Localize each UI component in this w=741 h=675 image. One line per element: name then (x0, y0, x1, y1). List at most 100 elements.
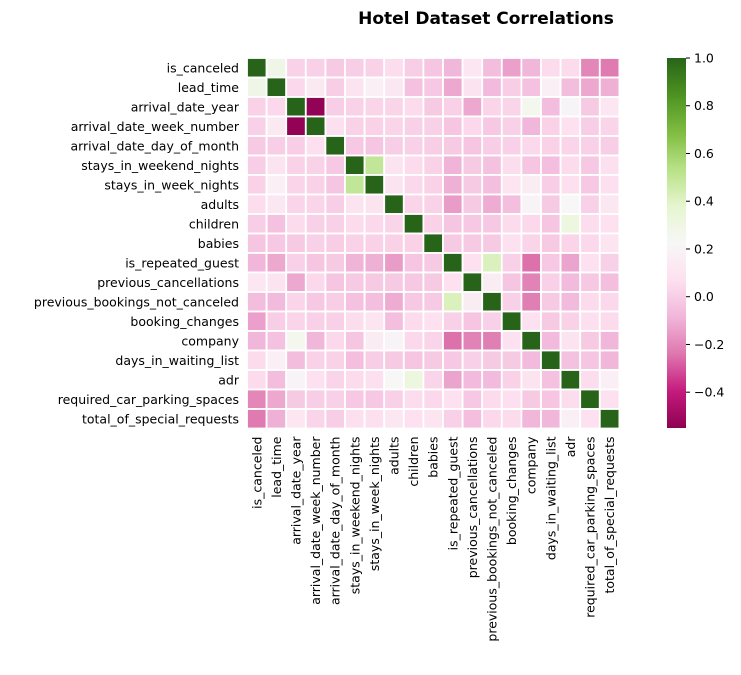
heatmap-cell-arrival_date_year-company (520, 96, 542, 118)
heatmap-cell-children-adr (559, 213, 582, 235)
heatmap-cell-adults-is_canceled (246, 193, 268, 215)
heatmap-cell-previous_bookings_not_canceled-total_of_special_requests (598, 291, 621, 313)
heatmap-cell-previous_bookings_not_canceled-previous_bookings_not_canceled (481, 291, 503, 313)
heatmap-cell-babies-babies (422, 232, 444, 254)
heatmap-cell-company-previous_cancellations (461, 330, 484, 352)
column-label-stays_in_weekend_nights: stays_in_weekend_nights (347, 437, 362, 595)
row-label-is_repeated_guest: is_repeated_guest (125, 255, 239, 270)
heatmap-cell-stays_in_week_nights-adr (559, 174, 582, 196)
heatmap-cell-is_canceled-arrival_date_year (285, 57, 307, 79)
heatmap-cell-is_repeated_guest-children (402, 252, 425, 274)
heatmap-cell-arrival_date_week_number-stays_in_week_nights (363, 115, 386, 137)
row-label-children: children (189, 216, 239, 231)
heatmap-cell-adults-stays_in_weekend_nights (344, 193, 366, 215)
heatmap-cell-is_repeated_guest-stays_in_week_nights (363, 252, 386, 274)
heatmap-cell-arrival_date_week_number-lead_time (265, 115, 288, 137)
heatmap-cell-is_repeated_guest-booking_changes (500, 252, 523, 274)
heatmap-cell-adr-stays_in_weekend_nights (344, 369, 366, 391)
heatmap-cell-arrival_date_day_of_month-total_of_special_requests (598, 135, 621, 157)
heatmap-cell-total_of_special_requests-adults (383, 408, 405, 430)
heatmap-cell-is_repeated_guest-adults (383, 252, 405, 274)
heatmap-cell-stays_in_week_nights-is_repeated_guest (442, 174, 464, 196)
heatmap-cell-stays_in_weekend_nights-required_car_parking_spaces (579, 154, 601, 176)
heatmap-cell-days_in_waiting_list-is_canceled (246, 349, 268, 371)
heatmap-cell-booking_changes-arrival_date_day_of_month (324, 310, 346, 332)
heatmap-cell-stays_in_weekend_nights-company (520, 154, 542, 176)
heatmap-cell-stays_in_weekend_nights-total_of_special_requests (598, 154, 621, 176)
column-label-is_repeated_guest: is_repeated_guest (445, 436, 460, 550)
heatmap-cell-company-adr (559, 330, 582, 352)
heatmap-cell-is_repeated_guest-arrival_date_day_of_month (324, 252, 346, 274)
heatmap-cell-lead_time-previous_cancellations (461, 76, 484, 98)
heatmap-cell-arrival_date_week_number-adr (559, 115, 582, 137)
heatmap-cell-lead_time-stays_in_week_nights (363, 76, 386, 98)
colorbar-tick-label: 0.2 (694, 241, 714, 256)
heatmap-cell-required_car_parking_spaces-is_canceled (246, 388, 268, 410)
heatmap-cell-babies-is_repeated_guest (442, 232, 464, 254)
heatmap-cell-arrival_date_day_of_month-arrival_date_year (285, 135, 307, 157)
row-label-adults: adults (201, 197, 239, 212)
heatmap-cell-days_in_waiting_list-children (402, 349, 425, 371)
heatmap-cell-company-days_in_waiting_list (540, 330, 562, 352)
heatmap-cell-adults-company (520, 193, 542, 215)
heatmap-cell-previous_cancellations-previous_cancellations (461, 271, 484, 293)
heatmap-cell-is_repeated_guest-company (520, 252, 542, 274)
heatmap-cell-stays_in_weekend_nights-is_repeated_guest (442, 154, 464, 176)
heatmap-cell-required_car_parking_spaces-required_car_parking_spaces (579, 388, 601, 410)
heatmap-cell-babies-company (520, 232, 542, 254)
heatmap-cell-days_in_waiting_list-arrival_date_year (285, 349, 307, 371)
heatmap-cell-required_car_parking_spaces-lead_time (265, 388, 288, 410)
heatmap-cell-lead_time-required_car_parking_spaces (579, 76, 601, 98)
heatmap-cell-adr-is_canceled (246, 369, 268, 391)
heatmap-cell-previous_cancellations-arrival_date_day_of_month (324, 271, 346, 293)
heatmap-cell-is_repeated_guest-is_repeated_guest (442, 252, 464, 274)
heatmap-cell-stays_in_week_nights-total_of_special_requests (598, 174, 621, 196)
heatmap-cell-arrival_date_day_of_month-booking_changes (500, 135, 523, 157)
heatmap-cell-adults-previous_bookings_not_canceled (481, 193, 503, 215)
heatmap-cell-days_in_waiting_list-stays_in_week_nights (363, 349, 386, 371)
heatmap-cell-stays_in_weekend_nights-adults (383, 154, 405, 176)
heatmap-cell-booking_changes-arrival_date_week_number (304, 310, 327, 332)
heatmap-cell-required_car_parking_spaces-is_repeated_guest (442, 388, 464, 410)
heatmap-cell-days_in_waiting_list-lead_time (265, 349, 288, 371)
colorbar: −0.4 −0.2 0.0 0.2 0.4 0.6 0.8 1.0 (667, 51, 724, 428)
heatmap-cell-previous_cancellations-arrival_date_week_number (304, 271, 327, 293)
heatmap-cell-stays_in_week_nights-stays_in_weekend_nights (344, 174, 366, 196)
heatmap-cell-adr-babies (422, 369, 444, 391)
heatmap-cell-total_of_special_requests-lead_time (265, 408, 288, 430)
heatmap-cell-required_car_parking_spaces-adults (383, 388, 405, 410)
heatmap-cell-adr-booking_changes (500, 369, 523, 391)
heatmap-cell-babies-lead_time (265, 232, 288, 254)
heatmap-cell-company-stays_in_week_nights (363, 330, 386, 352)
row-label-arrival_date_year: arrival_date_year (131, 99, 240, 114)
heatmap-cell-is_canceled-stays_in_week_nights (363, 57, 386, 79)
row-label-booking_changes: booking_changes (130, 314, 239, 329)
heatmap-cell-booking_changes-required_car_parking_spaces (579, 310, 601, 332)
heatmap-cell-arrival_date_day_of_month-adr (559, 135, 582, 157)
heatmap-cell-is_canceled-previous_bookings_not_canceled (481, 57, 503, 79)
colorbar-tick-label: 0.0 (694, 289, 714, 304)
heatmap-cell-babies-stays_in_week_nights (363, 232, 386, 254)
heatmap-cell-arrival_date_week_number-days_in_waiting_list (540, 115, 562, 137)
heatmap-cell-arrival_date_week_number-company (520, 115, 542, 137)
heatmap-cell-stays_in_week_nights-adults (383, 174, 405, 196)
heatmap-cell-previous_bookings_not_canceled-booking_changes (500, 291, 523, 313)
row-label-arrival_date_week_number: arrival_date_week_number (71, 119, 240, 134)
heatmap-cell-total_of_special_requests-previous_bookings_not_canceled (481, 408, 503, 430)
heatmap-cell-previous_cancellations-stays_in_weekend_nights (344, 271, 366, 293)
colorbar-tick-label: −0.2 (694, 337, 724, 352)
heatmap-cell-adr-company (520, 369, 542, 391)
heatmap-cell-arrival_date_year-stays_in_weekend_nights (344, 96, 366, 118)
heatmap-cell-babies-arrival_date_week_number (304, 232, 327, 254)
column-label-booking_changes: booking_changes (504, 437, 519, 546)
heatmap-cell-stays_in_week_nights-required_car_parking_spaces (579, 174, 601, 196)
heatmap-cell-is_canceled-babies (422, 57, 444, 79)
heatmap-cell-previous_cancellations-adr (559, 271, 582, 293)
heatmap-cell-is_canceled-adr (559, 57, 582, 79)
heatmap-cell-stays_in_weekend_nights-days_in_waiting_list (540, 154, 562, 176)
heatmap-cell-children-stays_in_week_nights (363, 213, 386, 235)
heatmap-cell-stays_in_week_nights-days_in_waiting_list (540, 174, 562, 196)
heatmap-cell-required_car_parking_spaces-previous_bookings_not_canceled (481, 388, 503, 410)
heatmap-cell-arrival_date_year-babies (422, 96, 444, 118)
